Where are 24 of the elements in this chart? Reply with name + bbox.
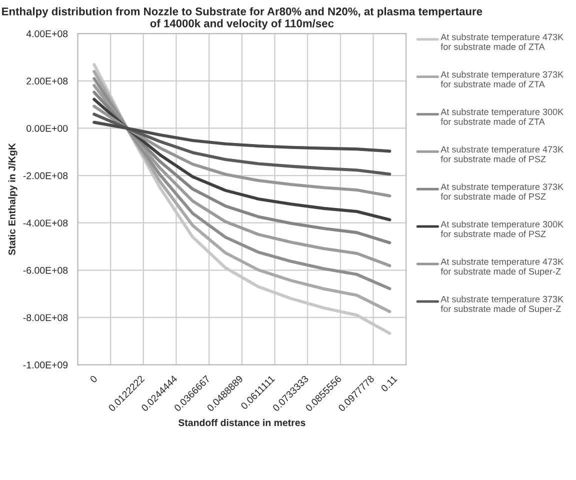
- y-tick-label: -4.00E+08: [23, 220, 68, 226]
- y-tick-label: -2.00E+08: [23, 172, 68, 180]
- chart-title: Enthalpy distribution from Nozzle to Substrate for Ar80% and N20%, at plasma tempertaure of 14000k and velocity of 110m/sec: [2, 7, 482, 30]
- legend-label: At substrate temperature 473K for substrate made of PSZ: [440, 146, 564, 162]
- legend-label: At substrate temperature 373K for substrate made of PSZ: [440, 183, 564, 200]
- y-tick-label: 4.00E+08: [26, 30, 68, 38]
- y-tick-label: -1.00E+09: [23, 362, 68, 368]
- legend-label: At substrate temperature 373K for substrate made of ZTA: [440, 71, 564, 88]
- legend-label: At substrate temperature 473K for substrate made of ZTA: [440, 34, 564, 50]
- line-series: [92, 112, 392, 176]
- x-axis-title: Standoff distance in metres: [178, 418, 306, 426]
- y-tick-label: -6.00E+08: [23, 266, 68, 274]
- legend-label: At substrate temperature 300K for substrate made of PSZ: [440, 220, 564, 238]
- y-tick-label: -8.00E+08: [23, 314, 68, 322]
- y-tick-label: 0.00E+00: [26, 124, 68, 132]
- y-axis-title: Static Enthalpy in J/KgK: [8, 143, 18, 256]
- line-series: [92, 120, 392, 153]
- legend-label: At substrate temperature 473K for substrate made of Super-Z: [440, 258, 564, 276]
- x-tick-label: 0: [90, 374, 98, 384]
- legend-label: At substrate temperature 300K for substrate made of ZTA: [440, 108, 564, 125]
- y-tick-label: 2.00E+08: [26, 78, 68, 85]
- line-series: [92, 98, 392, 222]
- legend-label: At substrate temperature 373K for substrate made of Super-Z: [440, 296, 564, 314]
- x-tick-label: 0.11: [380, 375, 398, 392]
